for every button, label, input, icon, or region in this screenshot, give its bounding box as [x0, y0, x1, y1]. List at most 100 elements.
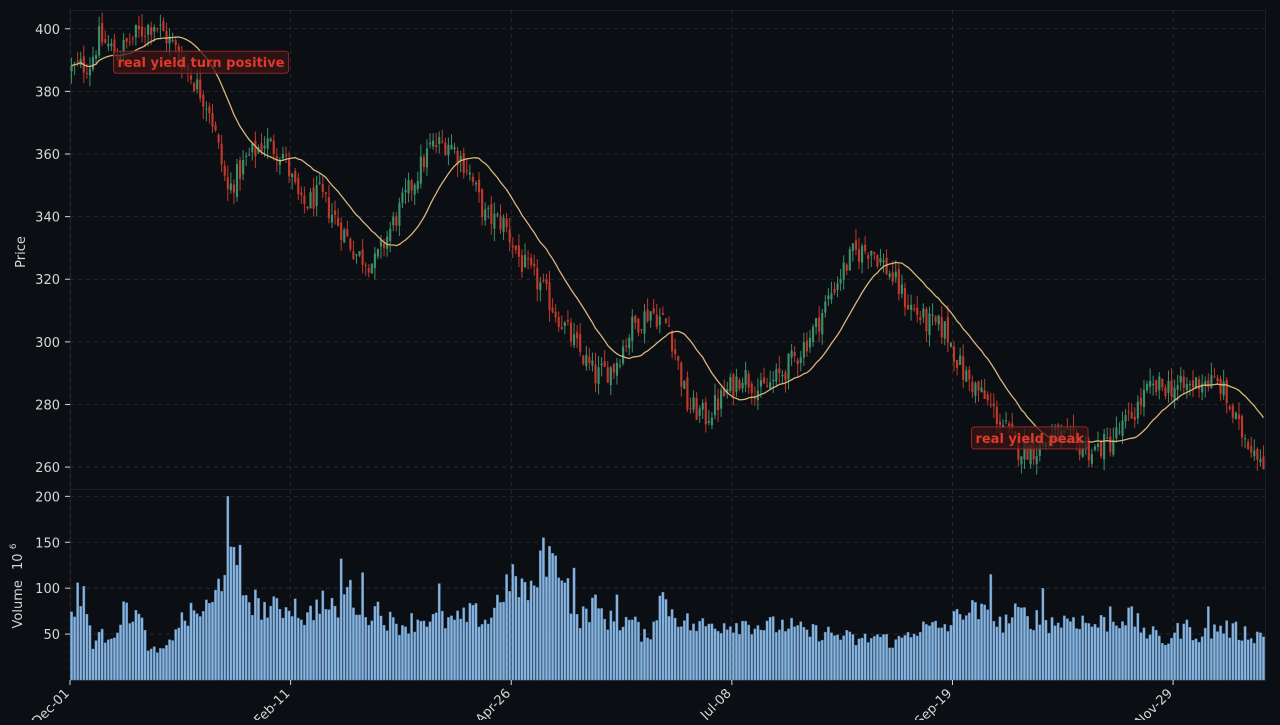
volume-tick-label: 200 [35, 490, 60, 505]
volume-bar [254, 589, 257, 681]
candle-down [903, 287, 907, 308]
candle-up [1188, 383, 1192, 386]
volume-bar [891, 647, 895, 681]
volume-bar [1188, 627, 1192, 681]
volume-bar [679, 626, 683, 681]
volume-bar [584, 608, 588, 681]
candle-down [940, 317, 943, 338]
volume-bar [897, 635, 901, 681]
volume-bar [355, 614, 358, 681]
candle-down [873, 251, 876, 254]
candle-down [337, 217, 340, 226]
candle-down [560, 326, 563, 330]
candle-down [284, 154, 288, 156]
candle-down [1133, 416, 1136, 420]
volume-bar [204, 599, 208, 681]
volume-bar [1035, 610, 1039, 681]
candle-down [223, 165, 226, 176]
candle-down [576, 332, 579, 339]
candle-up [922, 308, 925, 318]
candle-up [842, 262, 845, 280]
volume-bar [1026, 616, 1029, 681]
volume-bar [1099, 615, 1103, 681]
volume-bar [1016, 606, 1020, 681]
candle-down [275, 155, 278, 161]
volume-bar [517, 597, 521, 681]
candle-up [931, 314, 934, 316]
volume-bar [790, 617, 793, 681]
volume-bar [722, 623, 726, 681]
volume-bar [1259, 632, 1262, 681]
volume-bar [165, 645, 168, 681]
candle-up [309, 192, 312, 209]
volume-bar [468, 602, 472, 681]
volume-bar [698, 621, 702, 681]
candle-down [1240, 416, 1244, 438]
candle-down [716, 398, 720, 411]
volume-bar [952, 611, 956, 681]
volume-bar [980, 603, 983, 681]
candle-up [744, 370, 747, 385]
volume-bar [1093, 624, 1097, 681]
candle-up [631, 316, 634, 341]
volume-tick-label: 150 [35, 536, 60, 551]
candle-up [379, 239, 383, 247]
candle-down [533, 263, 536, 267]
candle-up [1023, 439, 1026, 460]
volume-bar [450, 615, 453, 681]
volume-bar [465, 621, 469, 681]
volume-bar [110, 638, 113, 681]
candle-down [1139, 397, 1142, 406]
volume-bar [214, 589, 217, 681]
volume-bar [1228, 637, 1232, 681]
candle-down [441, 141, 444, 143]
candle-down [352, 251, 355, 259]
volume-bar [349, 579, 352, 681]
candle-down [238, 160, 242, 179]
candle-down [1008, 423, 1011, 426]
volume-bar [410, 613, 414, 681]
candle-down [1225, 379, 1228, 404]
candle-down [955, 360, 959, 368]
volume-bar [336, 617, 340, 681]
volume-bar [588, 622, 591, 681]
candle-up [965, 370, 968, 382]
candle-down [1099, 440, 1103, 457]
candle-up [836, 283, 839, 291]
candle-up [775, 369, 778, 382]
volume-bar [1151, 626, 1155, 681]
candle-up [1149, 380, 1152, 387]
volume-bar [851, 634, 855, 681]
volume-bar [710, 623, 714, 681]
volume-bar [808, 636, 812, 681]
volume-bar [394, 623, 398, 681]
volume-bar [189, 602, 193, 681]
candle-down [992, 403, 995, 407]
candle-up [318, 182, 321, 184]
candle-down [1164, 387, 1167, 396]
volume-bar [823, 631, 827, 681]
volume-bar [382, 625, 386, 681]
volume-bar [1032, 630, 1036, 681]
volume-bar [937, 627, 941, 681]
candle-up [726, 389, 729, 394]
candle-up [88, 68, 91, 76]
volume-bar [195, 613, 199, 681]
candle-down [588, 356, 591, 363]
candle-down [952, 346, 956, 362]
volume-bar [155, 652, 159, 681]
volume-bar [168, 639, 171, 681]
candle-up [235, 164, 239, 197]
candle-down [465, 170, 468, 172]
candle-down [125, 38, 128, 42]
volume-tick-label: 100 [35, 582, 60, 597]
volume-bar [453, 619, 456, 681]
volume-bar [781, 619, 784, 681]
volume-bar [649, 639, 653, 681]
volume-bar [370, 620, 374, 681]
candle-up [799, 357, 802, 363]
candle-down [833, 289, 836, 293]
volume-bar [925, 624, 928, 681]
candle-up [1253, 450, 1256, 457]
volume-bar [676, 626, 680, 681]
